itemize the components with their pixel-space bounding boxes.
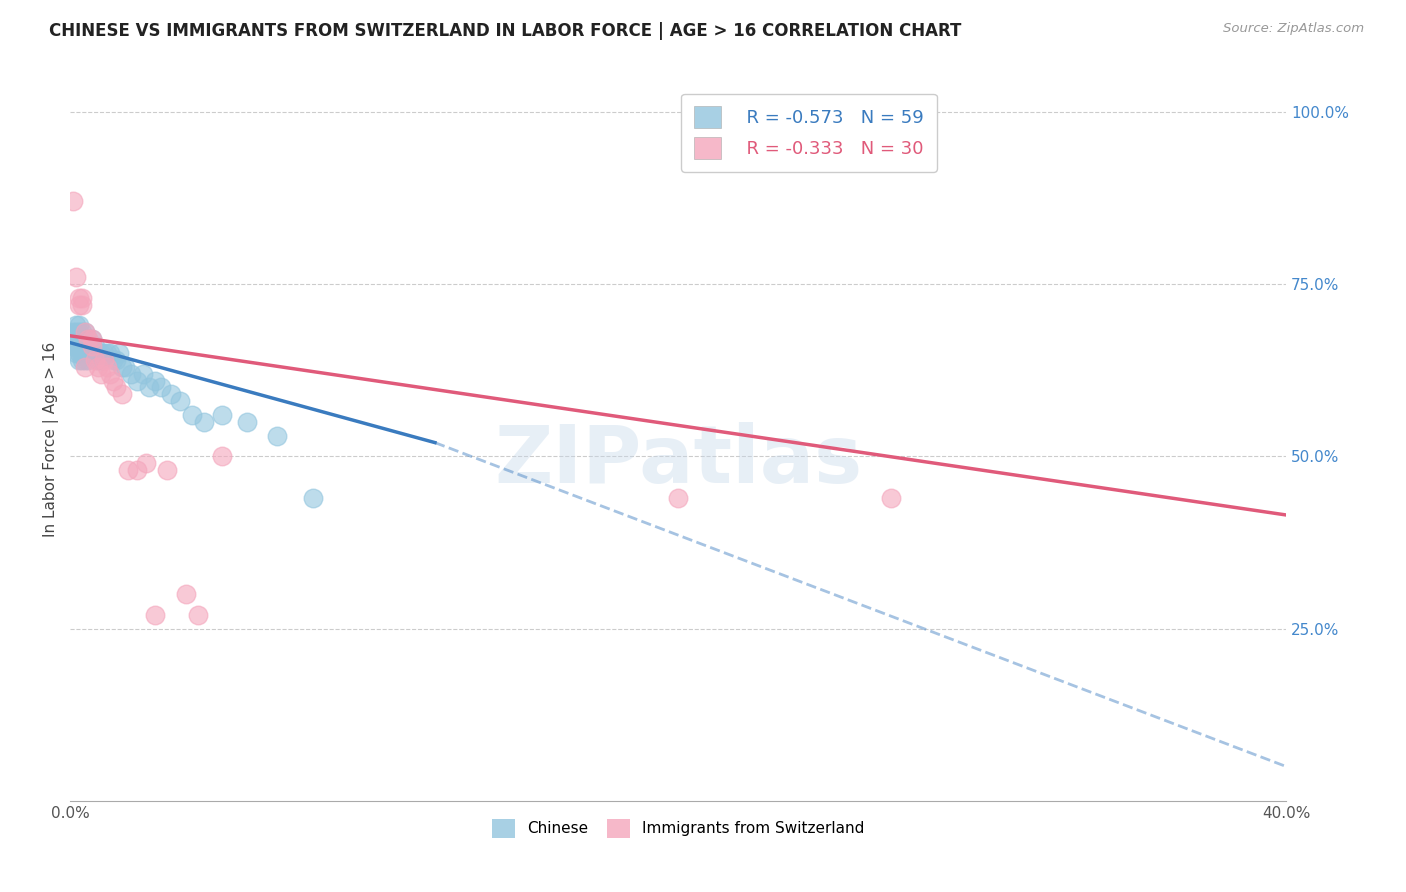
Point	[75, 326, 97, 340]
Point	[67, 346, 90, 360]
Point	[83, 346, 105, 360]
Point	[90, 353, 112, 368]
Point	[156, 463, 179, 477]
Point	[135, 456, 157, 470]
Point	[127, 374, 149, 388]
Point	[86, 353, 108, 368]
Point	[104, 353, 127, 368]
Point	[159, 387, 181, 401]
Point	[72, 332, 94, 346]
Point	[111, 359, 134, 374]
Point	[150, 380, 173, 394]
Point	[132, 367, 155, 381]
Point	[62, 332, 84, 346]
Point	[83, 339, 105, 353]
Point	[62, 326, 84, 340]
Point	[80, 332, 103, 346]
Point	[111, 387, 134, 401]
Point	[117, 463, 139, 477]
Point	[67, 318, 90, 333]
Point	[75, 326, 97, 340]
Point	[83, 353, 105, 368]
Point	[67, 353, 90, 368]
Point	[174, 587, 197, 601]
Point	[114, 359, 136, 374]
Point	[193, 415, 215, 429]
Point	[72, 353, 94, 368]
Point	[211, 450, 233, 464]
Point	[666, 491, 689, 505]
Point	[75, 346, 97, 360]
Point	[86, 346, 108, 360]
Point	[80, 346, 103, 360]
Point	[77, 353, 100, 368]
Point	[93, 353, 115, 368]
Point	[72, 326, 94, 340]
Point	[80, 339, 103, 353]
Point	[108, 346, 131, 360]
Point	[187, 607, 209, 622]
Point	[77, 332, 100, 346]
Point	[72, 346, 94, 360]
Point	[104, 380, 127, 394]
Point	[65, 318, 87, 333]
Point	[72, 298, 94, 312]
Point	[75, 359, 97, 374]
Point	[880, 491, 903, 505]
Point	[72, 339, 94, 353]
Point	[65, 339, 87, 353]
Y-axis label: In Labor Force | Age > 16: In Labor Force | Age > 16	[44, 342, 59, 537]
Point	[62, 194, 84, 209]
Point	[180, 408, 202, 422]
Point	[101, 374, 124, 388]
Point	[93, 346, 115, 360]
Point	[235, 415, 257, 429]
Point	[120, 367, 142, 381]
Point	[65, 346, 87, 360]
Point	[67, 298, 90, 312]
Point	[75, 339, 97, 353]
Point	[62, 339, 84, 353]
Point	[101, 353, 124, 368]
Point	[75, 332, 97, 346]
Text: CHINESE VS IMMIGRANTS FROM SWITZERLAND IN LABOR FORCE | AGE > 16 CORRELATION CHA: CHINESE VS IMMIGRANTS FROM SWITZERLAND I…	[49, 22, 962, 40]
Point	[80, 332, 103, 346]
Point	[65, 270, 87, 285]
Point	[98, 346, 121, 360]
Point	[65, 326, 87, 340]
Point	[77, 332, 100, 346]
Point	[72, 291, 94, 305]
Point	[143, 607, 166, 622]
Point	[90, 367, 112, 381]
Point	[77, 339, 100, 353]
Point	[138, 380, 160, 394]
Point	[211, 408, 233, 422]
Legend: Chinese, Immigrants from Switzerland: Chinese, Immigrants from Switzerland	[486, 813, 870, 844]
Point	[127, 463, 149, 477]
Point	[77, 346, 100, 360]
Text: Source: ZipAtlas.com: Source: ZipAtlas.com	[1223, 22, 1364, 36]
Point	[86, 359, 108, 374]
Point	[67, 339, 90, 353]
Point	[75, 353, 97, 368]
Point	[90, 346, 112, 360]
Point	[65, 332, 87, 346]
Point	[67, 291, 90, 305]
Point	[96, 346, 118, 360]
Point	[67, 326, 90, 340]
Text: ZIPatlas: ZIPatlas	[494, 422, 862, 500]
Point	[98, 367, 121, 381]
Point	[143, 374, 166, 388]
Point	[80, 339, 103, 353]
Point	[169, 394, 191, 409]
Point	[302, 491, 325, 505]
Point	[96, 359, 118, 374]
Point	[266, 428, 288, 442]
Point	[67, 332, 90, 346]
